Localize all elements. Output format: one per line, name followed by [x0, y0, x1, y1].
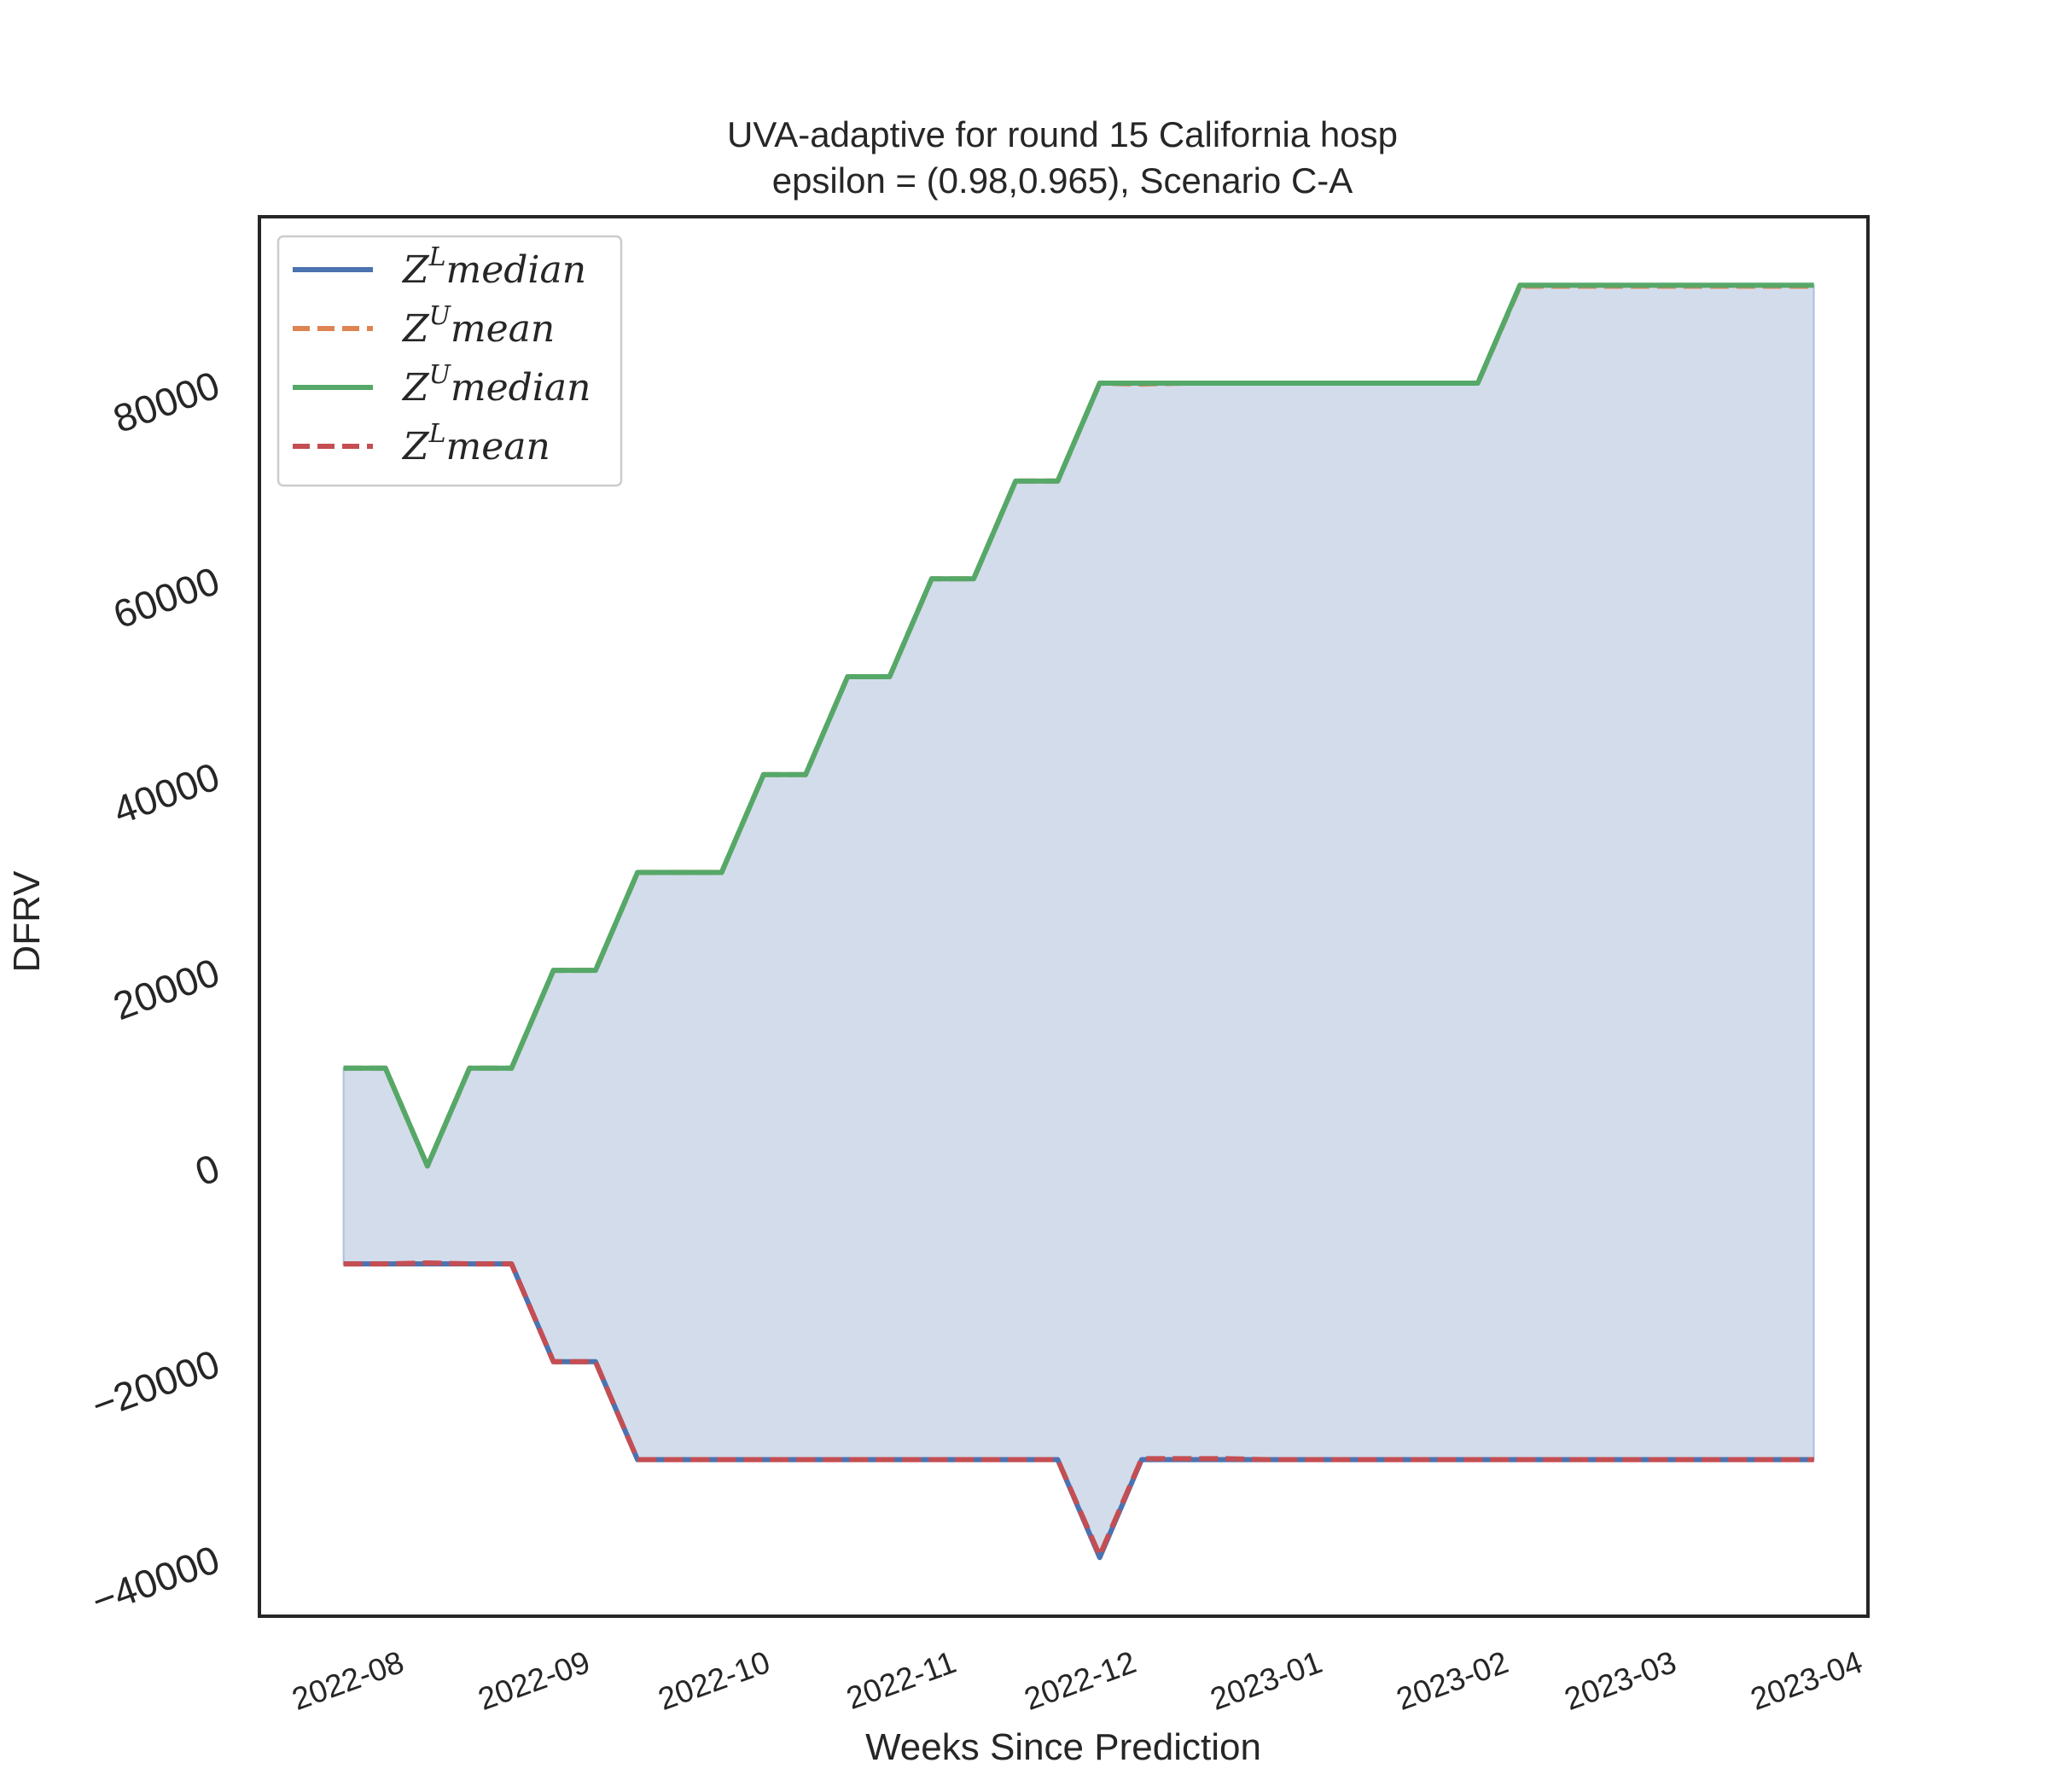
- y-tick-label: 80000: [108, 363, 225, 442]
- chart-title-line-2: epsilon = (0.98,0.965), Scenario C-A: [772, 160, 1353, 201]
- y-axis-ticks: −40000 −20000 0 20000 40000 60000 80000: [86, 363, 225, 1624]
- y-tick-label: −40000: [86, 1537, 225, 1624]
- y-tick-label: 20000: [108, 950, 225, 1029]
- y-tick-label: 40000: [108, 753, 225, 833]
- x-tick-label: 2022-12: [1020, 1644, 1141, 1717]
- legend-items: ZLmedian ZUmean ZUmedian ZLmean: [293, 242, 591, 468]
- legend-label-z-lmean: ZLmean: [401, 419, 550, 468]
- x-tick-label: 2022-11: [842, 1644, 961, 1716]
- series-line-z-umedian: [343, 282, 1814, 1169]
- x-tick-label: 2023-03: [1560, 1644, 1681, 1717]
- x-tick-label: 2023-02: [1392, 1644, 1513, 1717]
- x-tick-label: 2022-10: [654, 1644, 775, 1717]
- legend-box: [276, 235, 623, 487]
- series-layer: [343, 282, 1814, 1561]
- legend-label-z-umedian: ZUmedian: [401, 360, 591, 410]
- series-line-z-lmean: [343, 1260, 1814, 1558]
- y-tick-label: −20000: [86, 1341, 225, 1428]
- y-tick-label: 0: [189, 1145, 225, 1195]
- chart-title-line-1: UVA-adaptive for round 15 California hos…: [727, 114, 1398, 154]
- legend-label-z-umean: ZUmean: [401, 301, 555, 351]
- x-tick-label: 2022-09: [474, 1644, 595, 1717]
- x-tick-label: 2022-08: [288, 1644, 409, 1717]
- legend: ZLmedian ZUmean ZUmedian ZLmean: [276, 235, 623, 487]
- plot-frame: [258, 215, 1870, 1618]
- legend-label-z-lmedian: ZLmedian: [401, 242, 586, 292]
- x-axis-ticks: 2022-08 2022-09 2022-10 2022-11 2022-12 2023-…: [288, 1644, 1867, 1717]
- x-axis-label: Weeks Since Prediction: [865, 1726, 1261, 1768]
- x-tick-label: 2023-04: [1746, 1644, 1867, 1717]
- x-tick-label: 2023-01: [1206, 1644, 1327, 1717]
- plot-area: [342, 282, 1815, 1561]
- y-axis-label: DFRV: [6, 870, 48, 973]
- y-tick-label: 60000: [108, 558, 225, 637]
